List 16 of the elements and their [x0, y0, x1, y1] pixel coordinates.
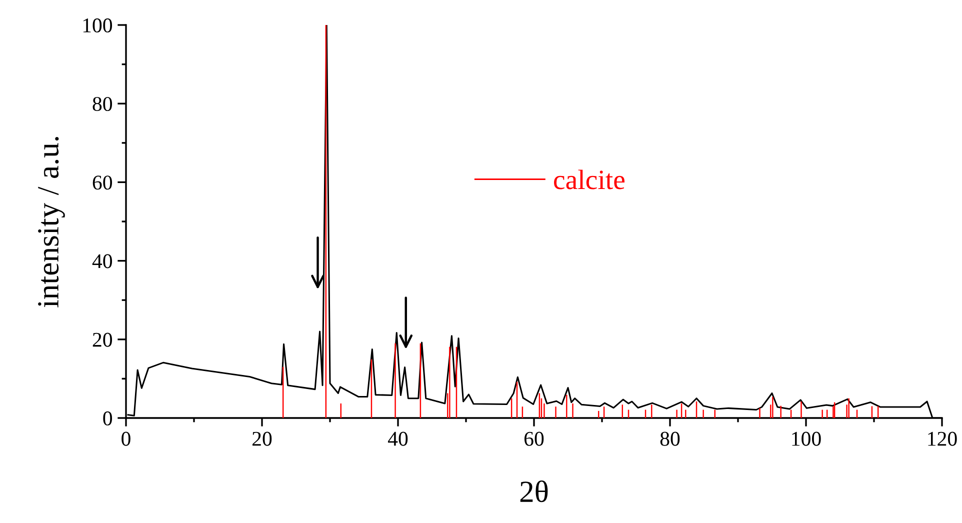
- x-tick-label: 100: [792, 432, 821, 446]
- x-tick-label: 40: [388, 432, 408, 446]
- y-tick-label: 80: [92, 96, 112, 112]
- y-tick-label: 20: [92, 332, 112, 347]
- legend-label: calcite: [554, 170, 624, 190]
- y-tick-label: 0: [103, 411, 112, 426]
- x-axis-title: 2θ: [520, 480, 548, 502]
- y-axis-title: intensity / a.u.: [38, 136, 65, 308]
- x-tick-label: 0: [122, 432, 130, 446]
- y-tick-label: 100: [83, 18, 112, 32]
- x-tick-label: 120: [928, 432, 957, 446]
- y-tick-label: 60: [92, 176, 112, 190]
- y-tick-label: 40: [92, 254, 112, 268]
- x-tick-label: 60: [524, 432, 544, 446]
- x-tick-label: 80: [660, 432, 680, 446]
- x-tick-label: 20: [252, 432, 272, 446]
